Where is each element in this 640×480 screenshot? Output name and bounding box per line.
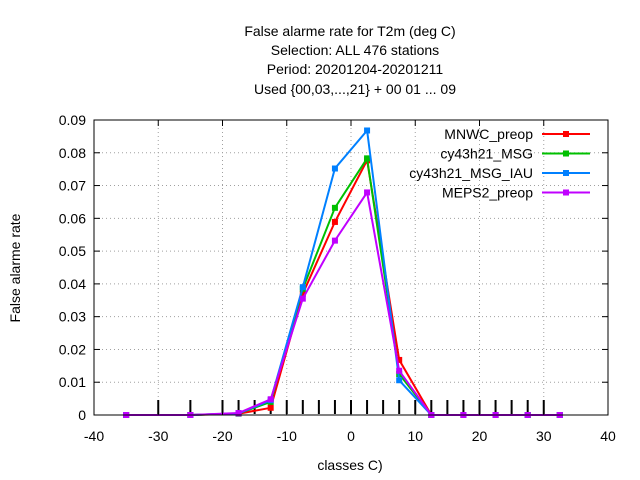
series-MEPS2_preop: [123, 189, 563, 418]
data-point: [331, 237, 338, 244]
x-tick-label: 30: [536, 428, 552, 444]
legend-item: MEPS2_preop: [442, 185, 590, 201]
data-point: [331, 165, 338, 172]
data-point: [299, 284, 306, 291]
y-tick-label: 0.02: [59, 341, 86, 357]
title-line-3: Period: 20201204-20201211: [267, 61, 444, 77]
y-tick-label: 0.03: [59, 309, 86, 325]
x-tick-label: 20: [472, 428, 488, 444]
series-line: [126, 189, 560, 416]
data-point: [267, 396, 274, 403]
legend-label: cy43h21_MSG_IAU: [409, 165, 533, 181]
y-axis-label: False alarme rate: [7, 213, 23, 322]
grid-lines: [94, 120, 608, 415]
legend-marker: [563, 170, 569, 176]
data-point: [267, 404, 274, 411]
data-point: [364, 127, 371, 134]
title-line-2: Selection: ALL 476 stations: [271, 42, 439, 58]
x-tick-label: 10: [407, 428, 423, 444]
y-tick-label: 0.07: [59, 178, 86, 194]
legend-label: cy43h21_MSG: [440, 146, 533, 162]
title-line-1: False alarme rate for T2m (deg C): [244, 23, 455, 39]
chart-title: False alarme rate for T2m (deg C) Select…: [244, 23, 456, 97]
legend-marker: [563, 189, 569, 196]
data-point: [396, 356, 403, 363]
data-point: [396, 367, 403, 374]
axis-ticks: 0 0.01 0.02 0.03 0.04 0.05 0.06 0.07 0.08 0.09 -40…: [59, 112, 616, 444]
y-tick-label: 0.01: [59, 374, 86, 390]
legend-item: cy43h21_MSG: [440, 146, 590, 162]
x-tick-label: 0: [347, 428, 355, 444]
y-tick-label: 0: [78, 407, 86, 423]
y-tick-label: 0.06: [59, 210, 86, 226]
x-tick-label: -30: [148, 428, 168, 444]
legend: MNWC_preop cy43h21_MSG cy43h21_MSG_IAU MEPS…: [409, 126, 590, 201]
legend-label: MNWC_preop: [444, 126, 533, 142]
x-tick-label: -40: [84, 428, 104, 444]
legend-marker: [563, 150, 569, 157]
data-point: [364, 155, 371, 162]
data-point: [364, 189, 371, 196]
legend-label: MEPS2_preop: [442, 185, 533, 201]
legend-marker: [563, 131, 569, 137]
legend-item: MNWC_preop: [444, 126, 590, 142]
y-tick-label: 0.04: [59, 276, 86, 292]
data-point: [299, 295, 306, 302]
y-tick-label: 0.09: [59, 112, 86, 128]
data-point: [299, 290, 306, 297]
x-tick-label: -10: [277, 428, 297, 444]
data-point: [396, 377, 403, 384]
x-tick-label: 40: [600, 428, 616, 444]
y-tick-label: 0.08: [59, 145, 86, 161]
data-point: [331, 218, 338, 225]
title-line-4: Used {00,03,...,21} + 00 01 ... 09: [254, 81, 456, 97]
data-point: [235, 410, 242, 417]
legend-item: cy43h21_MSG_IAU: [409, 165, 590, 181]
y-tick-label: 0.05: [59, 243, 86, 259]
data-point: [331, 204, 338, 211]
x-tick-label: -20: [212, 428, 232, 444]
x-axis-label: classes C): [317, 457, 382, 473]
